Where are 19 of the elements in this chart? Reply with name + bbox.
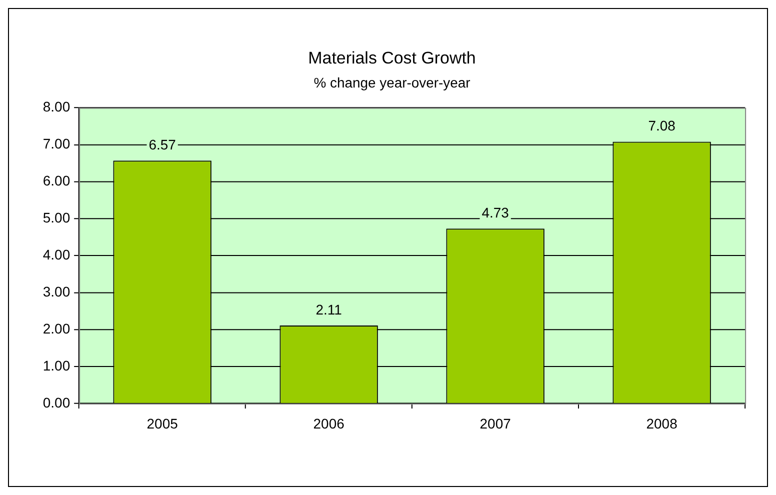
y-tick-label: 2.00 xyxy=(42,320,70,336)
y-tick-label: 6.00 xyxy=(42,172,70,189)
x-tick-label: 2007 xyxy=(480,416,512,432)
y-tick-label: 3.00 xyxy=(42,283,70,300)
y-tick-label: 0.00 xyxy=(42,394,70,410)
data-label: 2.11 xyxy=(316,301,342,318)
y-tick-label: 1.00 xyxy=(42,357,70,374)
data-label: 6.57 xyxy=(148,136,176,153)
x-tick-label: 2008 xyxy=(646,416,678,432)
x-tick-label: 2005 xyxy=(146,416,178,432)
chart-title: Materials Cost Growth xyxy=(308,48,476,68)
y-tick-label: 7.00 xyxy=(42,136,70,152)
chart-subtitle: % change year-over-year xyxy=(314,74,471,90)
y-tick-label: 5.00 xyxy=(42,210,70,226)
data-label: 4.73 xyxy=(482,204,510,221)
data-label: 7.08 xyxy=(648,118,676,134)
y-tick-label: 4.00 xyxy=(42,246,70,263)
x-tick-label: 2006 xyxy=(313,416,345,432)
y-tick-label: 8.00 xyxy=(42,98,70,115)
